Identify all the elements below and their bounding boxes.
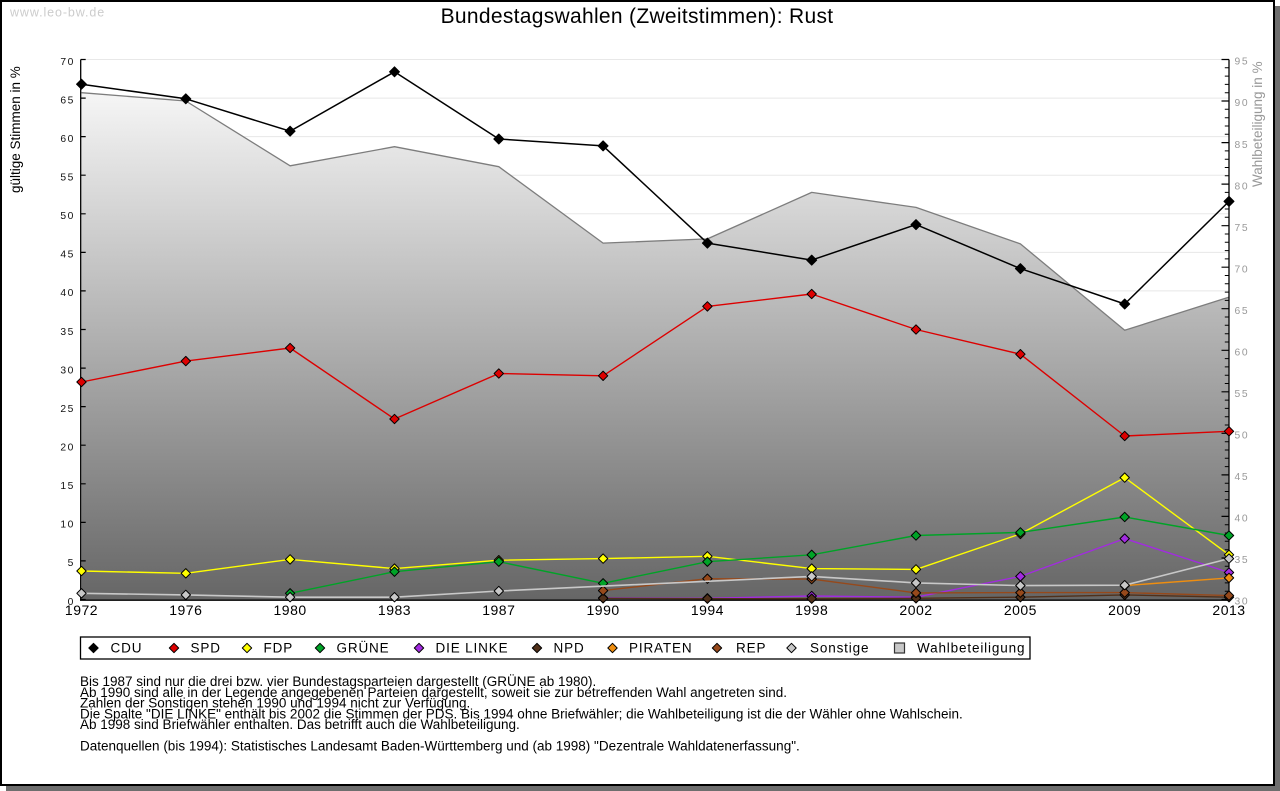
- svg-text:NPD: NPD: [554, 641, 585, 656]
- svg-text:95: 95: [1235, 57, 1250, 68]
- svg-text:45: 45: [60, 250, 75, 261]
- svg-text:35: 35: [1235, 555, 1250, 566]
- svg-text:1990: 1990: [587, 602, 620, 618]
- svg-text:REP: REP: [736, 641, 766, 656]
- svg-text:90: 90: [1235, 98, 1250, 109]
- svg-text:Ab 1990 sind alle in der Legen: Ab 1990 sind alle in der Legende angegeb…: [80, 685, 787, 700]
- svg-text:1972: 1972: [65, 602, 98, 618]
- svg-text:80: 80: [1235, 181, 1250, 192]
- svg-text:40: 40: [1235, 514, 1250, 525]
- svg-text:35: 35: [60, 327, 75, 338]
- svg-text:2005: 2005: [1004, 602, 1037, 618]
- svg-text:Wahlbeteiligung in %: Wahlbeteiligung in %: [1250, 61, 1265, 187]
- svg-text:DIE LINKE: DIE LINKE: [436, 641, 509, 656]
- svg-text:1987: 1987: [482, 602, 515, 618]
- svg-text:70: 70: [60, 57, 75, 68]
- svg-text:Sonstige: Sonstige: [810, 641, 869, 656]
- svg-text:1983: 1983: [378, 602, 411, 618]
- svg-text:1976: 1976: [169, 602, 202, 618]
- svg-text:20: 20: [60, 443, 75, 454]
- svg-text:Zahlen der Sonstigen stehen 19: Zahlen der Sonstigen stehen 1990 und 199…: [80, 696, 470, 711]
- svg-text:15: 15: [60, 481, 75, 492]
- svg-text:5: 5: [68, 558, 75, 569]
- svg-text:30: 30: [1235, 597, 1250, 608]
- svg-text:0: 0: [68, 597, 75, 608]
- svg-text:65: 65: [1235, 306, 1250, 317]
- svg-text:2002: 2002: [899, 602, 932, 618]
- svg-text:1994: 1994: [691, 602, 724, 618]
- svg-text:30: 30: [60, 365, 75, 376]
- svg-text:1980: 1980: [274, 602, 307, 618]
- svg-text:70: 70: [1235, 264, 1250, 275]
- svg-text:Wahlbeteiligung: Wahlbeteiligung: [917, 641, 1025, 656]
- svg-text:65: 65: [60, 95, 75, 106]
- svg-text:55: 55: [1235, 389, 1250, 400]
- svg-text:FDP: FDP: [264, 641, 294, 656]
- svg-text:85: 85: [1235, 140, 1250, 151]
- svg-text:SPD: SPD: [191, 641, 221, 656]
- svg-text:50: 50: [60, 211, 75, 222]
- svg-text:PIRATEN: PIRATEN: [629, 641, 692, 656]
- svg-text:10: 10: [60, 520, 75, 531]
- svg-text:55: 55: [60, 173, 75, 184]
- svg-text:45: 45: [1235, 472, 1250, 483]
- svg-text:1998: 1998: [795, 602, 828, 618]
- svg-text:40: 40: [60, 288, 75, 299]
- svg-text:2013: 2013: [1212, 602, 1245, 618]
- svg-text:www.leo-bw.de: www.leo-bw.de: [9, 6, 105, 20]
- svg-text:CDU: CDU: [111, 641, 143, 656]
- svg-text:Datenquellen (bis 1994): Stati: Datenquellen (bis 1994): Statistisches L…: [80, 739, 800, 754]
- svg-text:25: 25: [60, 404, 75, 415]
- svg-text:2009: 2009: [1108, 602, 1141, 618]
- svg-text:75: 75: [1235, 223, 1250, 234]
- svg-text:Bundestagswahlen (Zweitstimmen: Bundestagswahlen (Zweitstimmen): Rust: [441, 5, 834, 28]
- svg-text:gültige Stimmen in %: gültige Stimmen in %: [8, 66, 23, 193]
- svg-text:60: 60: [60, 134, 75, 145]
- svg-text:GRÜNE: GRÜNE: [337, 641, 390, 656]
- svg-text:Bis 1987 sind nur die drei bzw: Bis 1987 sind nur die drei bzw. vier Bun…: [80, 674, 596, 689]
- svg-text:Die Spalte "DIE LINKE" enthält: Die Spalte "DIE LINKE" enthält bis 2002 …: [80, 706, 963, 721]
- svg-text:50: 50: [1235, 431, 1250, 442]
- svg-text:60: 60: [1235, 348, 1250, 359]
- svg-text:Ab 1998 sind Briefwähler entha: Ab 1998 sind Briefwähler enthalten. Das …: [80, 717, 520, 732]
